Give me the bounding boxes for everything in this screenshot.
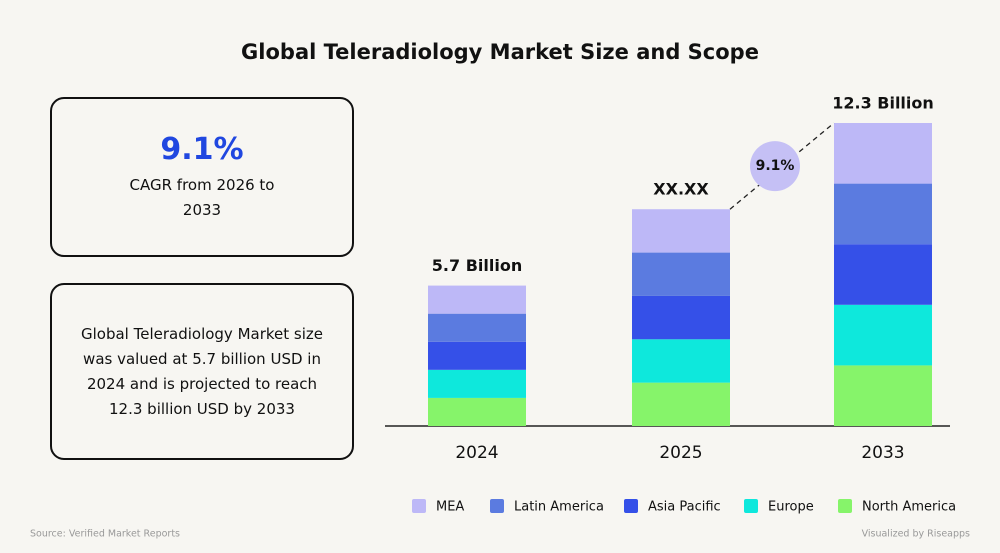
bar-segment — [428, 285, 526, 314]
source: Source: Verified Market Reports — [30, 529, 180, 540]
credit: Visualized by Riseapps — [862, 529, 970, 540]
total-label: 5.7 Billion — [432, 256, 522, 275]
summary-card: Global Teleradiology Market size was val… — [50, 283, 354, 460]
x-tick-label: 2025 — [659, 443, 702, 463]
legend-swatch — [744, 499, 758, 513]
legend-label: Asia Pacific — [648, 500, 721, 515]
bar-segment — [632, 382, 730, 426]
cagr-bubble — [750, 141, 800, 192]
summary-text: Global Teleradiology Market size was val… — [80, 324, 323, 418]
bar-segment — [632, 339, 730, 383]
bar-segment — [428, 313, 526, 342]
cagr-value: 9.1% — [160, 131, 244, 167]
bar-segment — [834, 123, 932, 184]
bar-segment — [428, 369, 526, 398]
total-label: XX.XX — [653, 180, 709, 199]
bar-segment — [834, 183, 932, 245]
legend-swatch — [838, 499, 852, 513]
bar-segment — [428, 397, 526, 426]
title: Global Teleradiology Market Size and Sco… — [241, 40, 759, 64]
cagr-card: 9.1% CAGR from 2026 to 2033 — [50, 97, 354, 257]
bar-segment — [632, 252, 730, 296]
cagr-label: 9.1% — [756, 158, 795, 174]
bar-segment — [834, 304, 932, 366]
legend-label: Latin America — [514, 500, 604, 515]
bar-segment — [834, 244, 932, 305]
total-label: 12.3 Billion — [832, 94, 934, 113]
bar-segment — [834, 365, 932, 426]
bar-segment — [632, 209, 730, 253]
bar-segment — [428, 341, 526, 370]
cagr-text: CAGR from 2026 to 2033 — [129, 175, 275, 219]
x-tick-label: 2024 — [455, 443, 498, 463]
bar-segment — [632, 295, 730, 340]
legend-label: Europe — [768, 500, 814, 515]
legend-swatch — [412, 499, 426, 513]
x-tick-label: 2033 — [861, 443, 904, 463]
legend-label: North America — [862, 500, 956, 515]
legend-swatch — [624, 499, 638, 513]
legend-swatch — [490, 499, 504, 513]
legend-label: MEA — [436, 500, 464, 515]
